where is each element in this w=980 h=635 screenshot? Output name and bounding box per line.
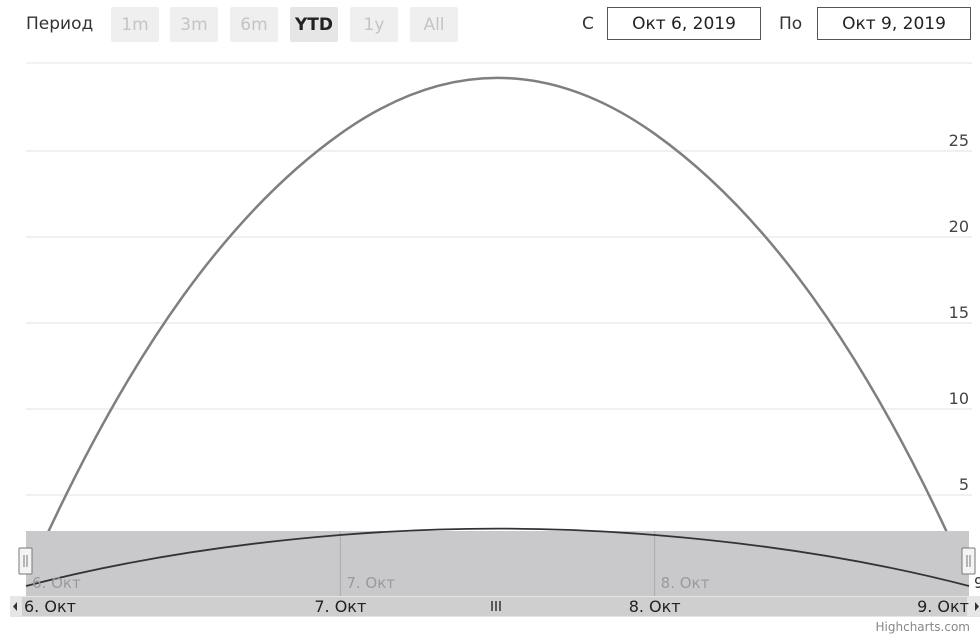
navigator-selected-range[interactable] [26,531,969,596]
credits-link[interactable]: Highcharts.com [875,620,970,634]
range-button-ytd[interactable]: YTD [290,7,338,42]
series-points [25,133,970,582]
from-label: С [582,14,594,34]
to-date-input[interactable]: Окт 9, 2019 [817,7,971,40]
grid-lines [26,150,972,496]
scroll-left-arrow-icon[interactable] [13,602,17,611]
y-axis-labels: 5 10 15 20 25 [949,131,969,494]
scrollbar-thumb[interactable] [22,597,967,616]
x-axis-labels: 6. Окт 7. Окт 8. Окт 9. Окт [24,597,969,616]
range-button-1m[interactable]: 1m [111,7,159,42]
navigator-left-handle[interactable] [18,547,33,575]
range-button-6m[interactable]: 6m [230,7,278,42]
x-tick-label: 6. Окт [24,597,76,616]
period-label: Период [26,14,94,34]
y-tick-label: 5 [959,475,969,494]
range-button-3m[interactable]: 3m [170,7,218,42]
navigator-label: 8. Окт [661,574,710,592]
navigator-labels: 6. Окт 7. Окт 8. Окт 9 [32,574,980,592]
scrollbar[interactable] [10,596,980,617]
x-tick-label: 8. Окт [629,597,681,616]
navigator-label: 6. Окт [32,574,81,592]
scroll-right-arrow-icon[interactable] [975,602,979,611]
y-tick-label: 20 [949,217,969,236]
y-tick-label: 25 [949,131,969,150]
range-button-all[interactable]: All [410,7,458,42]
series-line [24,76,971,582]
scrollbar-grip-icon[interactable] [491,601,501,611]
from-date-input[interactable]: Окт 6, 2019 [607,7,761,40]
x-tick-label: 9. Окт [917,597,969,616]
x-tick-label: 7. Окт [314,597,366,616]
navigator-series-line [25,527,970,587]
navigator-label: 7. Окт [346,574,395,592]
navigator-right-handle[interactable] [961,547,976,575]
navigator[interactable]: 6. Окт 7. Окт 8. Окт 9 [10,527,980,596]
navigator-grid [339,531,656,596]
range-button-1y[interactable]: 1y [350,7,398,42]
range-selector: Период 1m 3m 6m YTD 1y All С Окт 6, 2019… [0,0,980,50]
to-label: По [779,14,803,34]
y-tick-label: 10 [949,389,969,408]
navigator-edge-label: 9 [974,574,980,592]
y-tick-label: 15 [949,303,969,322]
